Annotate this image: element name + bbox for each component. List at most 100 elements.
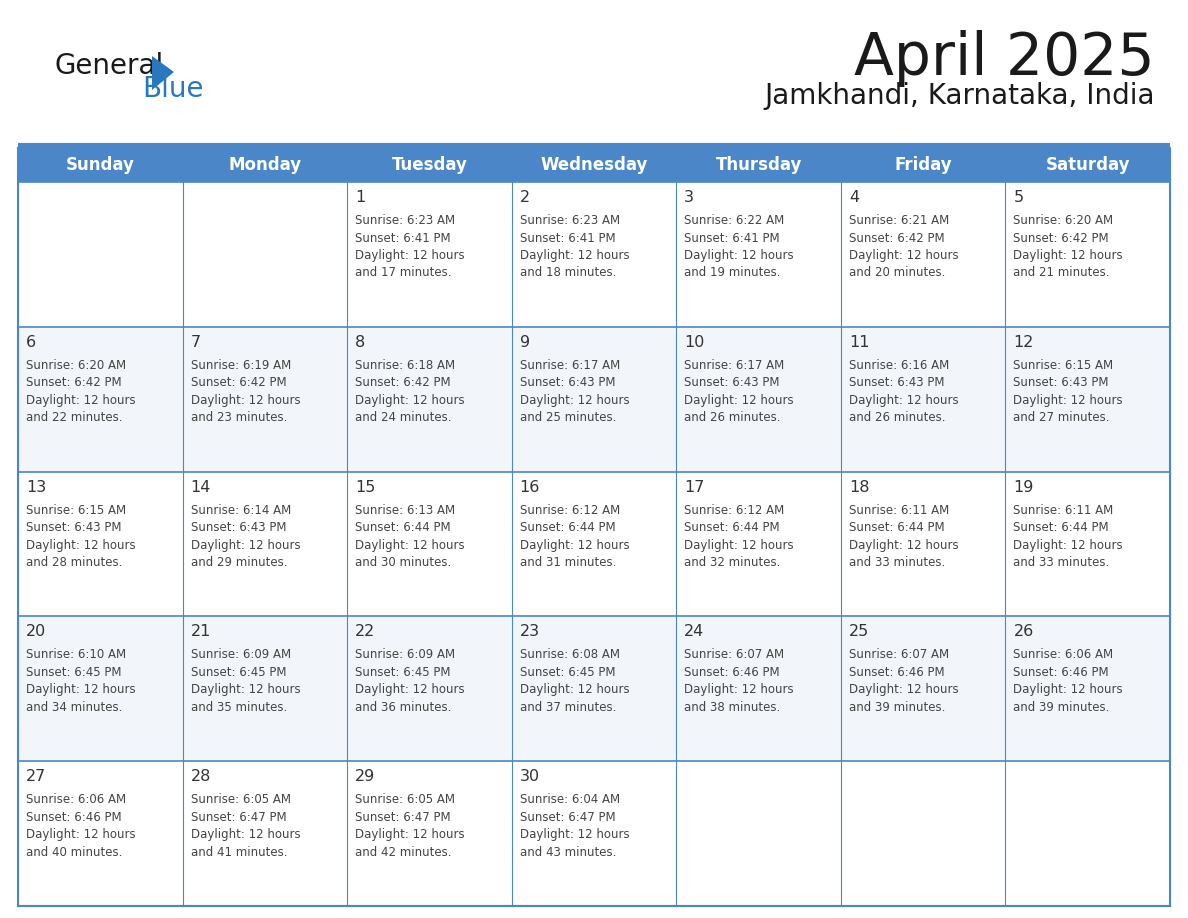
Bar: [18, 182, 1170, 327]
Text: Sunset: 6:44 PM: Sunset: 6:44 PM: [355, 521, 450, 534]
Text: and 35 minutes.: and 35 minutes.: [190, 701, 286, 714]
Text: Daylight: 12 hours: Daylight: 12 hours: [355, 249, 465, 262]
Text: 14: 14: [190, 479, 211, 495]
Text: 27: 27: [26, 769, 46, 784]
Text: and 19 minutes.: and 19 minutes.: [684, 266, 781, 279]
Text: Sunset: 6:42 PM: Sunset: 6:42 PM: [26, 376, 121, 389]
Text: and 38 minutes.: and 38 minutes.: [684, 701, 781, 714]
Text: Daylight: 12 hours: Daylight: 12 hours: [684, 249, 794, 262]
Text: Sunset: 6:42 PM: Sunset: 6:42 PM: [355, 376, 450, 389]
Text: and 22 minutes.: and 22 minutes.: [26, 411, 122, 424]
Text: General: General: [55, 52, 164, 80]
Text: 8: 8: [355, 335, 366, 350]
Text: Daylight: 12 hours: Daylight: 12 hours: [26, 394, 135, 407]
Text: Sunrise: 6:17 AM: Sunrise: 6:17 AM: [684, 359, 784, 372]
Text: Daylight: 12 hours: Daylight: 12 hours: [355, 394, 465, 407]
Text: and 39 minutes.: and 39 minutes.: [849, 701, 946, 714]
Text: Sunset: 6:45 PM: Sunset: 6:45 PM: [519, 666, 615, 679]
Text: Sunset: 6:46 PM: Sunset: 6:46 PM: [849, 666, 944, 679]
Bar: [841, 148, 1005, 182]
Text: Sunset: 6:43 PM: Sunset: 6:43 PM: [190, 521, 286, 534]
Text: 11: 11: [849, 335, 870, 350]
Text: Sunset: 6:47 PM: Sunset: 6:47 PM: [355, 811, 450, 823]
Bar: [18, 327, 1170, 472]
Text: Daylight: 12 hours: Daylight: 12 hours: [26, 539, 135, 552]
Text: and 25 minutes.: and 25 minutes.: [519, 411, 617, 424]
Text: Friday: Friday: [895, 156, 952, 174]
Text: and 17 minutes.: and 17 minutes.: [355, 266, 451, 279]
Text: Daylight: 12 hours: Daylight: 12 hours: [355, 539, 465, 552]
Text: and 20 minutes.: and 20 minutes.: [849, 266, 946, 279]
Text: Daylight: 12 hours: Daylight: 12 hours: [849, 249, 959, 262]
Text: Daylight: 12 hours: Daylight: 12 hours: [849, 683, 959, 697]
Bar: [512, 148, 676, 182]
Text: 15: 15: [355, 479, 375, 495]
Text: Daylight: 12 hours: Daylight: 12 hours: [849, 539, 959, 552]
Text: 21: 21: [190, 624, 211, 640]
Text: Sunrise: 6:23 AM: Sunrise: 6:23 AM: [355, 214, 455, 227]
Text: Sunrise: 6:12 AM: Sunrise: 6:12 AM: [519, 504, 620, 517]
Text: 12: 12: [1013, 335, 1034, 350]
Text: 22: 22: [355, 624, 375, 640]
Text: and 31 minutes.: and 31 minutes.: [519, 556, 617, 569]
Text: Daylight: 12 hours: Daylight: 12 hours: [190, 539, 301, 552]
Text: 28: 28: [190, 769, 211, 784]
Text: 23: 23: [519, 624, 539, 640]
Text: 18: 18: [849, 479, 870, 495]
Text: Sunday: Sunday: [65, 156, 134, 174]
Text: April 2025: April 2025: [854, 30, 1155, 87]
Text: Daylight: 12 hours: Daylight: 12 hours: [26, 683, 135, 697]
Text: and 21 minutes.: and 21 minutes.: [1013, 266, 1110, 279]
Text: Sunset: 6:43 PM: Sunset: 6:43 PM: [519, 376, 615, 389]
Text: Sunrise: 6:15 AM: Sunrise: 6:15 AM: [26, 504, 126, 517]
Text: Sunset: 6:41 PM: Sunset: 6:41 PM: [355, 231, 450, 244]
Text: Sunrise: 6:07 AM: Sunrise: 6:07 AM: [849, 648, 949, 661]
Text: Sunrise: 6:06 AM: Sunrise: 6:06 AM: [26, 793, 126, 806]
Text: 3: 3: [684, 190, 694, 205]
Text: Blue: Blue: [143, 75, 203, 103]
Text: Sunset: 6:43 PM: Sunset: 6:43 PM: [1013, 376, 1108, 389]
Text: and 33 minutes.: and 33 minutes.: [1013, 556, 1110, 569]
Text: Sunrise: 6:05 AM: Sunrise: 6:05 AM: [190, 793, 291, 806]
Text: Sunrise: 6:17 AM: Sunrise: 6:17 AM: [519, 359, 620, 372]
Text: Daylight: 12 hours: Daylight: 12 hours: [1013, 394, 1123, 407]
Text: 17: 17: [684, 479, 704, 495]
Text: 25: 25: [849, 624, 870, 640]
Text: 30: 30: [519, 769, 539, 784]
Text: Sunset: 6:42 PM: Sunset: 6:42 PM: [190, 376, 286, 389]
Bar: [18, 616, 1170, 761]
Text: Sunset: 6:45 PM: Sunset: 6:45 PM: [26, 666, 121, 679]
Text: Sunset: 6:41 PM: Sunset: 6:41 PM: [519, 231, 615, 244]
Text: Sunrise: 6:11 AM: Sunrise: 6:11 AM: [849, 504, 949, 517]
Bar: [183, 148, 347, 182]
Text: Sunrise: 6:04 AM: Sunrise: 6:04 AM: [519, 793, 620, 806]
Text: 13: 13: [26, 479, 46, 495]
Text: 7: 7: [190, 335, 201, 350]
Text: Daylight: 12 hours: Daylight: 12 hours: [1013, 683, 1123, 697]
Text: Sunset: 6:43 PM: Sunset: 6:43 PM: [849, 376, 944, 389]
Text: Daylight: 12 hours: Daylight: 12 hours: [519, 539, 630, 552]
Text: Sunrise: 6:14 AM: Sunrise: 6:14 AM: [190, 504, 291, 517]
Text: 9: 9: [519, 335, 530, 350]
Text: Jamkhandi, Karnataka, India: Jamkhandi, Karnataka, India: [765, 82, 1155, 110]
Text: and 43 minutes.: and 43 minutes.: [519, 845, 617, 858]
Text: and 30 minutes.: and 30 minutes.: [355, 556, 451, 569]
Bar: [347, 148, 512, 182]
Text: Daylight: 12 hours: Daylight: 12 hours: [519, 394, 630, 407]
Text: Sunset: 6:44 PM: Sunset: 6:44 PM: [1013, 521, 1110, 534]
Bar: [1005, 148, 1170, 182]
Text: Sunset: 6:46 PM: Sunset: 6:46 PM: [1013, 666, 1110, 679]
Text: Sunrise: 6:22 AM: Sunrise: 6:22 AM: [684, 214, 784, 227]
Text: Monday: Monday: [228, 156, 302, 174]
Text: and 29 minutes.: and 29 minutes.: [190, 556, 287, 569]
Text: Sunset: 6:41 PM: Sunset: 6:41 PM: [684, 231, 779, 244]
Text: Sunset: 6:43 PM: Sunset: 6:43 PM: [684, 376, 779, 389]
Text: Daylight: 12 hours: Daylight: 12 hours: [684, 539, 794, 552]
Text: and 26 minutes.: and 26 minutes.: [849, 411, 946, 424]
Text: Sunrise: 6:06 AM: Sunrise: 6:06 AM: [1013, 648, 1113, 661]
Text: Sunset: 6:45 PM: Sunset: 6:45 PM: [355, 666, 450, 679]
Text: Daylight: 12 hours: Daylight: 12 hours: [355, 683, 465, 697]
Text: Sunrise: 6:07 AM: Sunrise: 6:07 AM: [684, 648, 784, 661]
Text: 24: 24: [684, 624, 704, 640]
Text: and 23 minutes.: and 23 minutes.: [190, 411, 287, 424]
